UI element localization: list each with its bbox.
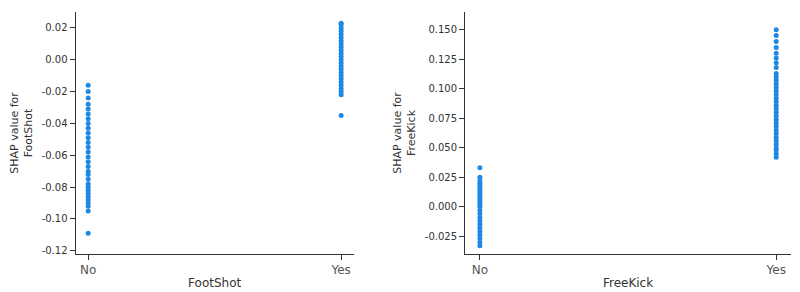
svg-text:0.00: 0.00 (45, 54, 67, 65)
svg-text:0.000: 0.000 (428, 201, 457, 212)
svg-text:SHAP value forFreeKick: SHAP value forFreeKick (391, 92, 418, 174)
svg-text:Yes: Yes (766, 263, 786, 277)
svg-text:No: No (472, 263, 488, 277)
svg-text:-0.02: -0.02 (42, 86, 68, 97)
svg-text:0.02: 0.02 (45, 22, 67, 33)
svg-text:-0.06: -0.06 (42, 150, 68, 161)
svg-text:FootShot: FootShot (188, 276, 241, 290)
svg-text:-0.10: -0.10 (42, 213, 68, 224)
svg-text:0.075: 0.075 (428, 113, 457, 124)
svg-text:0.050: 0.050 (428, 142, 457, 153)
svg-text:Yes: Yes (330, 263, 350, 277)
svg-text:No: No (80, 263, 96, 277)
svg-text:0.100: 0.100 (428, 83, 457, 94)
svg-text:-0.025: -0.025 (425, 231, 457, 242)
svg-text:SHAP value forFootShot: SHAP value forFootShot (8, 92, 35, 174)
svg-text:0.025: 0.025 (428, 172, 457, 183)
svg-text:0.150: 0.150 (428, 24, 457, 35)
svg-text:-0.12: -0.12 (42, 245, 68, 256)
svg-text:-0.08: -0.08 (42, 182, 68, 193)
svg-text:-0.04: -0.04 (42, 118, 68, 129)
svg-text:0.125: 0.125 (428, 54, 457, 65)
svg-text:FreeKick: FreeKick (603, 276, 653, 290)
